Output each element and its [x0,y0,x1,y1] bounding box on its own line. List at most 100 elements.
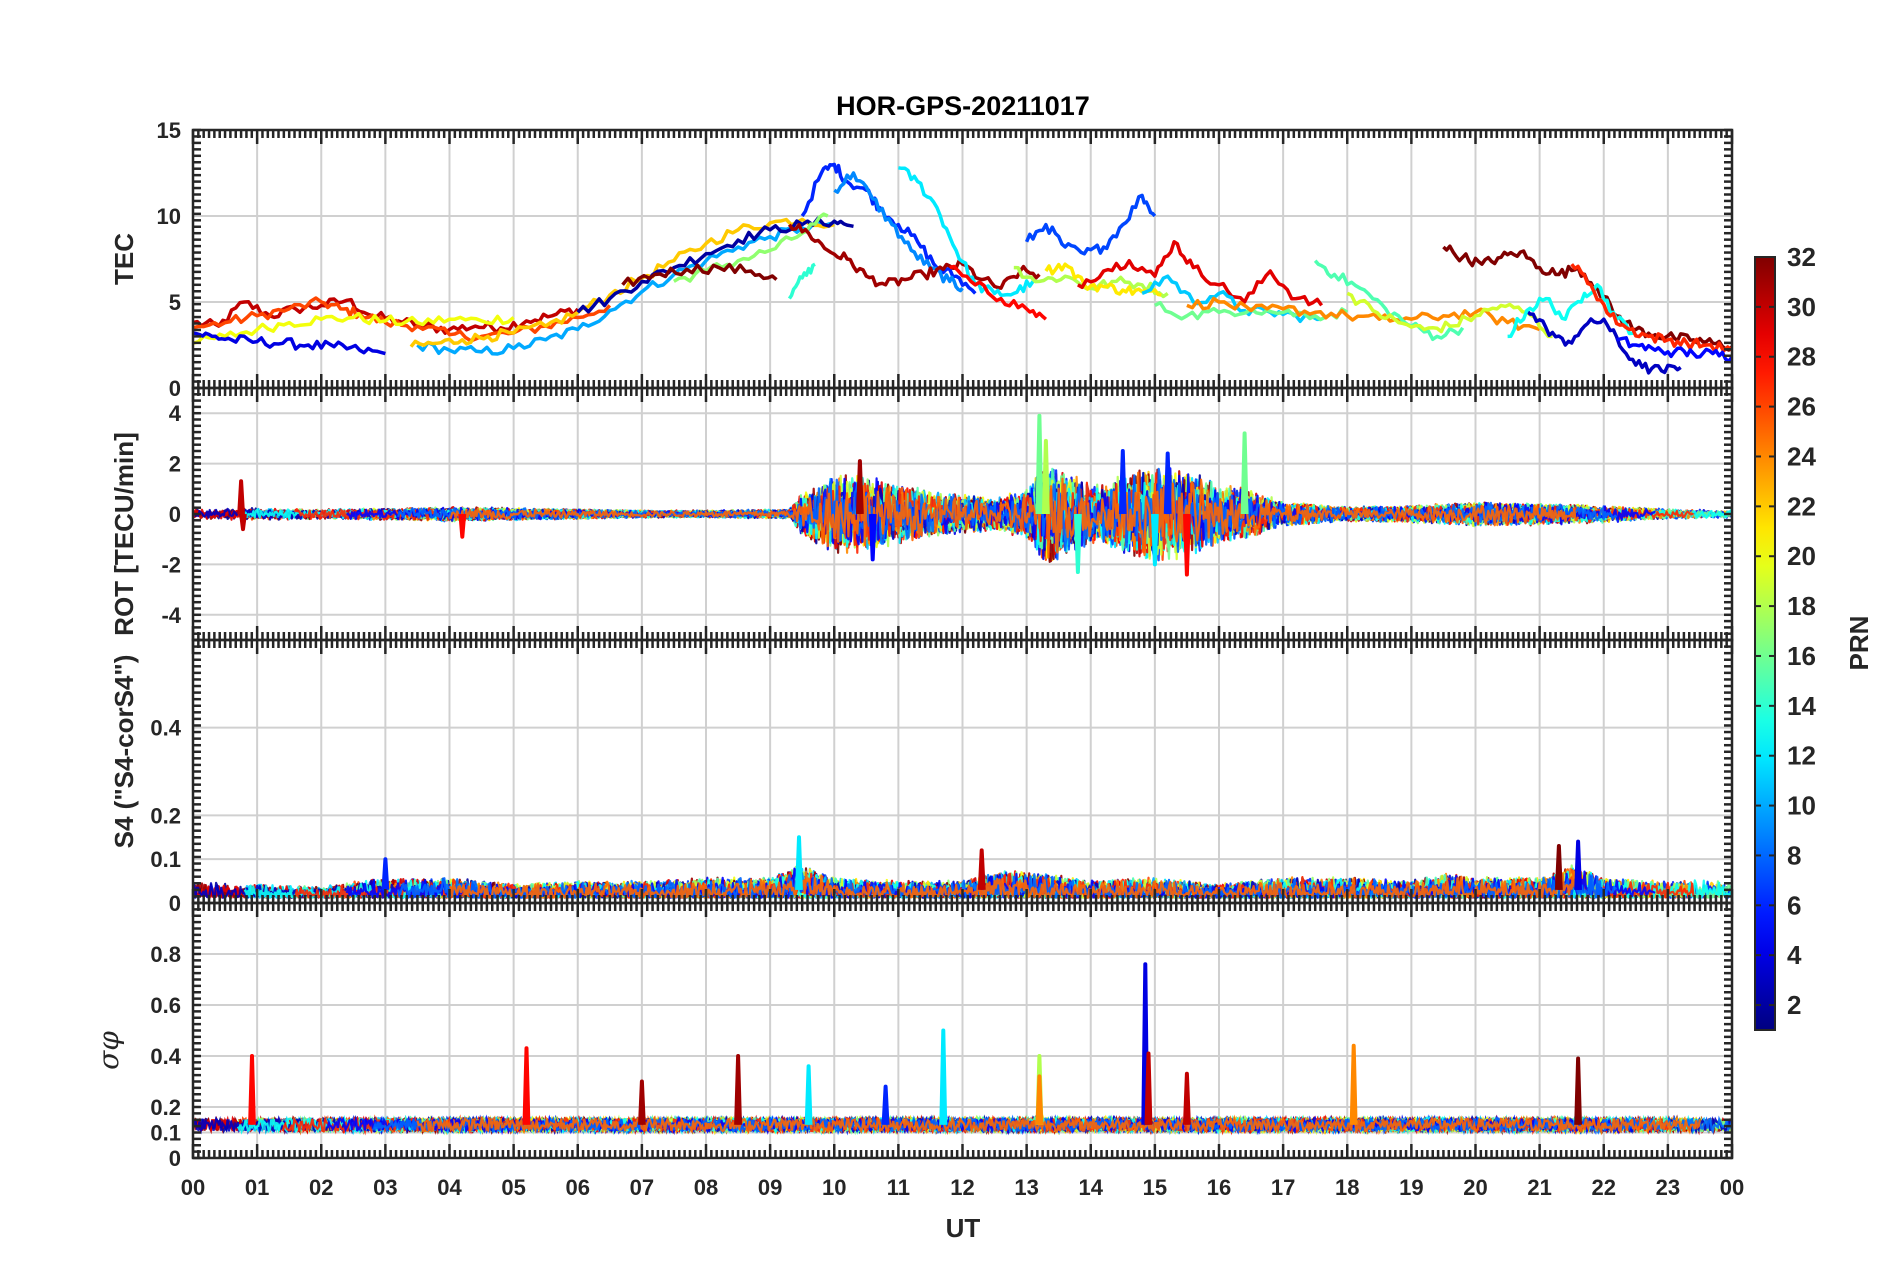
y-axis-label-1: TEC [109,233,139,285]
tec-series-prn-29 [1077,240,1324,307]
tec-series-prn-27 [1570,263,1732,353]
spike-prn-6 [381,857,390,891]
spike-prn-16 [1240,431,1249,515]
x-tick-label: 11 [887,1175,910,1200]
x-tick-label: 20 [1463,1175,1487,1200]
tec-series-prn-22 [409,217,835,348]
colorbar-tick-label: 6 [1787,890,1801,920]
tec-series-prn-32 [621,262,778,287]
y-tick-label: -2 [161,552,181,577]
x-tick-label: 14 [1079,1175,1104,1200]
x-tick-label: 02 [309,1175,333,1200]
ticks-3 [191,638,1734,905]
data-4 [193,962,1732,1136]
spike-prn-28 [458,513,467,539]
spike-prn-16 [1035,413,1044,515]
tec-series-prn-24 [1186,296,1541,332]
ticks-4 [191,901,1734,1160]
x-tick-label: 03 [373,1175,397,1200]
spike-prn-30 [237,479,245,515]
tec-series-prn-4 [193,331,386,356]
chart-title: HOR-GPS-20211017 [836,91,1090,121]
x-tick-label: 01 [245,1175,269,1200]
ticks-2 [191,386,1734,642]
y-tick-label: -4 [161,603,181,628]
spike-prn-28 [522,1046,531,1125]
y-tick-label: 0.2 [150,1095,181,1120]
tec-series-prn-12 [898,166,1035,297]
colorbar-tick-label: 22 [1787,491,1816,521]
x-tick-labels: 00 01 02 03 04 05 06 07 08 09 10 11 12 13 14 15 16 17 18 19… [181,1175,1744,1200]
spike-prn-31 [734,1054,742,1125]
spike-prn-30 [977,848,986,891]
tec-series-prn-15 [1313,259,1465,342]
y-tick-label: 0.4 [150,716,181,741]
tec-series-prn-28 [949,264,1048,321]
spike-prn-30 [239,513,247,532]
colorbar-tick-label: 16 [1787,641,1816,671]
spike-prn-28 [1183,513,1191,577]
y-tick-label: 4 [169,401,182,426]
y-tick-label: 0.1 [150,847,181,872]
panel-2: -4 -2 0 2 4 ROT [TECU/min] [109,386,1734,642]
colorbar-tick-label: 4 [1787,940,1802,970]
spike-prn-12 [795,835,803,890]
y-tick-label: 10 [157,204,181,229]
y-tick-label: 0 [169,1146,181,1171]
x-tick-label: 10 [822,1175,846,1200]
spike-prn-30 [1183,1071,1191,1125]
ticks-1 [191,128,1734,390]
y-tick-label: 2 [169,452,181,477]
spike-prn-6 [1118,449,1127,515]
tec-series-prn-14 [787,262,816,300]
panel-4: 00.10.2 0.4 0.6 0.8 σφ [92,901,1734,1171]
x-tick-label: 05 [501,1175,525,1200]
colorbar-label: PRN [1844,616,1874,671]
y-axis-label-4: σφ [92,1031,125,1070]
spike-prn-32 [1574,1056,1582,1125]
colorbar-tick-label: 28 [1787,342,1816,372]
tec-series-prn-9 [833,171,964,293]
colorbar-tick-label: 14 [1787,691,1816,721]
y-tick-label: 0.6 [150,993,181,1018]
y-tick-label: 0.8 [150,942,181,967]
x-tick-label: 09 [758,1175,782,1200]
x-tick-label: 16 [1207,1175,1231,1200]
tec-series-prn-19 [1346,291,1553,339]
spike-prn-12 [804,1064,813,1125]
tec-series-prn-20 [193,311,515,345]
spike-prn-28 [248,1054,256,1125]
x-tick-label: 00 [1720,1175,1744,1200]
x-tick-label: 23 [1656,1175,1680,1200]
spike-prn-6 [1163,451,1172,515]
tec-series-prn-10 [416,219,835,356]
spike-prn-14 [1074,513,1082,574]
colorbar-tick-label: 18 [1787,591,1816,621]
y-tick-label: 15 [157,118,181,143]
axes-box-4 [191,901,1734,1160]
x-tick-label: 00 [181,1175,205,1200]
noise-prn-25 [449,471,1580,559]
spike-prn-24 [1035,1074,1044,1125]
spike-prn-18 [1041,438,1050,515]
panel-3: 0 0.1 0.2 0.4 S4 ("S4-corS4") [109,638,1734,916]
y-tick-label: 0.2 [150,803,181,828]
y-tick-label: 0.1 [150,1121,181,1146]
y-tick-label: 0 [169,376,181,401]
noise-prn-25 [448,869,1579,899]
tec-series-prn-5 [1616,336,1732,363]
colorbar-tick-label: 8 [1787,840,1801,870]
colorbar-tick-label: 30 [1787,292,1816,322]
spike-prn-31 [638,1079,646,1125]
tec-series-prn-3 [1525,309,1682,375]
grid-4 [192,903,1733,1159]
x-tick-label: 18 [1335,1175,1359,1200]
spike-prn-12 [939,1028,948,1125]
data-2 [193,413,1732,577]
tec-series-prn-7 [1024,193,1157,256]
colorbar-tick-label: 26 [1787,392,1816,422]
spike-prn-24 [1349,1043,1358,1125]
